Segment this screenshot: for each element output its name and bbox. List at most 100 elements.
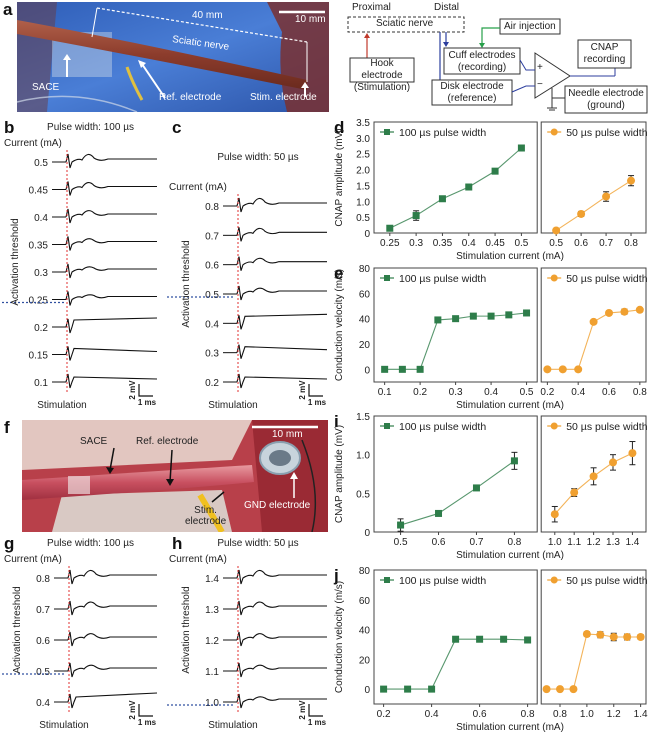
- x-tick-label: 0.25: [380, 238, 400, 249]
- current-level-label: 0.3: [205, 349, 219, 360]
- cnap-trace: [236, 285, 327, 301]
- x-tick-label: 0.8: [507, 537, 521, 548]
- distance-label: 40 mm: [192, 10, 223, 21]
- cnap-trace: [236, 693, 327, 709]
- x-tick-label: 0.4: [462, 238, 476, 249]
- chart-svg-j: 0 20 40 60 80 Conduction velocity (m/s) Stimul…: [334, 566, 648, 733]
- current-level-label: 0.4: [205, 319, 219, 330]
- data-point: [435, 509, 443, 517]
- data-point: [577, 209, 586, 218]
- cnap-trace: [236, 313, 328, 330]
- data-point: [589, 472, 598, 481]
- trace-title: Pulse width: 50 µs: [217, 538, 298, 549]
- amp-plus-label: +: [537, 62, 543, 73]
- cnap-trace: [67, 631, 157, 647]
- x-axis-label: Stimulation current (mA): [456, 251, 564, 262]
- cuff-line2: (recording): [457, 62, 507, 73]
- ref-electrode-label: Ref. electrode: [159, 92, 222, 103]
- chart-d-cnap-amplitude: 0 0.5 1.0 1.5 2.0 2.5 3.0 3.5 CNAP amplitude (mV…: [330, 118, 650, 263]
- plot-frame: [540, 121, 647, 234]
- y-tick-label: 1.0: [356, 451, 370, 462]
- activation-threshold-label: Activation threshold: [181, 240, 192, 327]
- disk-line1: Disk electrode: [440, 81, 504, 92]
- chart-svg-i: 0 0.5 1.0 1.5 CNAP amplitude (mV) Stimulation…: [334, 412, 648, 561]
- x-tick-label: 1.0: [580, 709, 594, 720]
- current-level-label: 0.2: [34, 323, 48, 334]
- trace-svg-b: Pulse width: 100 µs Current (mA) 0.5 0.45 0.…: [2, 122, 158, 411]
- scale-bar-label: 10 mm: [295, 14, 326, 25]
- x-axis-label: Stimulation current (mA): [456, 722, 564, 733]
- current-level-label: 0.35: [29, 241, 49, 252]
- cnap-trace: [236, 600, 327, 616]
- cnap-trace: [67, 600, 157, 616]
- y-tick-label: 80: [359, 566, 371, 577]
- x-tick-label: 1.4: [625, 537, 639, 548]
- legend-marker: [384, 275, 390, 281]
- data-point: [620, 307, 629, 316]
- plot-frame: [373, 415, 538, 533]
- stimulation-label: Stimulation: [37, 400, 86, 411]
- legend-marker: [384, 577, 390, 583]
- y-tick-label: 20: [359, 655, 371, 666]
- cnap-line2: recording: [583, 54, 626, 65]
- panel-label-i: i: [334, 412, 339, 431]
- data-point: [517, 144, 525, 152]
- current-axis-label: Current (mA): [169, 182, 227, 193]
- data-point: [469, 312, 477, 320]
- data-point: [398, 365, 406, 373]
- x-tick-label: 0.3: [449, 387, 463, 398]
- legend-marker: [384, 129, 390, 135]
- current-level-label: 1.0: [205, 698, 219, 709]
- current-level-label: 0.5: [36, 667, 50, 678]
- chart-j-conduction-velocity: 0 20 40 60 80 Conduction velocity (m/s) Stimul…: [330, 566, 650, 734]
- cnap-trace: [65, 181, 157, 196]
- data-point: [582, 630, 591, 639]
- plot-frame: [373, 267, 538, 383]
- panel-label-c: c: [172, 118, 182, 137]
- data-point: [570, 488, 579, 497]
- x-tick-label: 0.2: [377, 709, 391, 720]
- current-level-label: 0.7: [36, 605, 50, 616]
- stim-label-line2: electrode: [185, 516, 227, 527]
- cnap-trace: [65, 317, 158, 334]
- current-level-label: 0.6: [205, 261, 219, 272]
- stim-electrode-label: Stim. electrode: [250, 92, 317, 103]
- trace-title: Pulse width: 100 µs: [47, 122, 134, 133]
- data-point: [434, 316, 442, 324]
- trace-panel-c: Pulse width: 50 µs Current (mA) 0.8 0.7 0.6 0…: [165, 118, 335, 414]
- sciatic-nerve-box-label: Sciatic nerve: [376, 18, 434, 29]
- hook-line2: (Stimulation): [353, 82, 411, 93]
- photo-sciatic-nerve-rat: 40 mm 10 mm Sciatic nerve SACE Ref. elec…: [17, 2, 329, 112]
- data-point: [635, 305, 644, 314]
- x-tick-label: 0.8: [633, 387, 647, 398]
- current-level-label: 1.1: [205, 667, 219, 678]
- data-point: [542, 685, 551, 694]
- data-point: [609, 458, 618, 467]
- cnap-trace: [236, 197, 327, 213]
- chart-i-cnap-amplitude: 0 0.5 1.0 1.5 CNAP amplitude (mV) Stimulation…: [330, 412, 650, 562]
- x-tick-label: 1.4: [634, 709, 648, 720]
- legend-label: 50 µs pulse width: [566, 273, 648, 285]
- trace-svg-c: Pulse width: 50 µs Current (mA) 0.8 0.7 0.6 0…: [167, 152, 328, 411]
- stim-electrode-label-f: Stim. electrode: [185, 505, 226, 527]
- x-tick-label: 0.8: [521, 709, 535, 720]
- data-point: [589, 317, 598, 326]
- current-level-label: 0.45: [29, 186, 49, 197]
- data-point: [558, 365, 567, 374]
- data-point: [636, 633, 645, 641]
- y-tick-label: 40: [359, 626, 371, 637]
- x-tick-label: 1.3: [606, 537, 620, 548]
- x-tick-label: 0.6: [473, 709, 487, 720]
- current-level-label: 0.5: [34, 158, 48, 169]
- x-axis-label: Stimulation current (mA): [456, 550, 564, 561]
- hook-electrode-box: Hook electrode (Stimulation): [350, 58, 414, 94]
- scale-bar: [138, 384, 153, 397]
- current-axis-label: Current (mA): [169, 554, 227, 565]
- x-tick-label: 1.0: [548, 537, 562, 548]
- sace-label-f: SACE: [80, 436, 108, 447]
- panel-label-b: b: [4, 118, 15, 137]
- stimulation-label: Stimulation: [39, 720, 88, 731]
- x-tick-label: 0.35: [433, 238, 453, 249]
- panel-label-d: d: [334, 118, 345, 137]
- current-level-label: 0.1: [34, 378, 48, 389]
